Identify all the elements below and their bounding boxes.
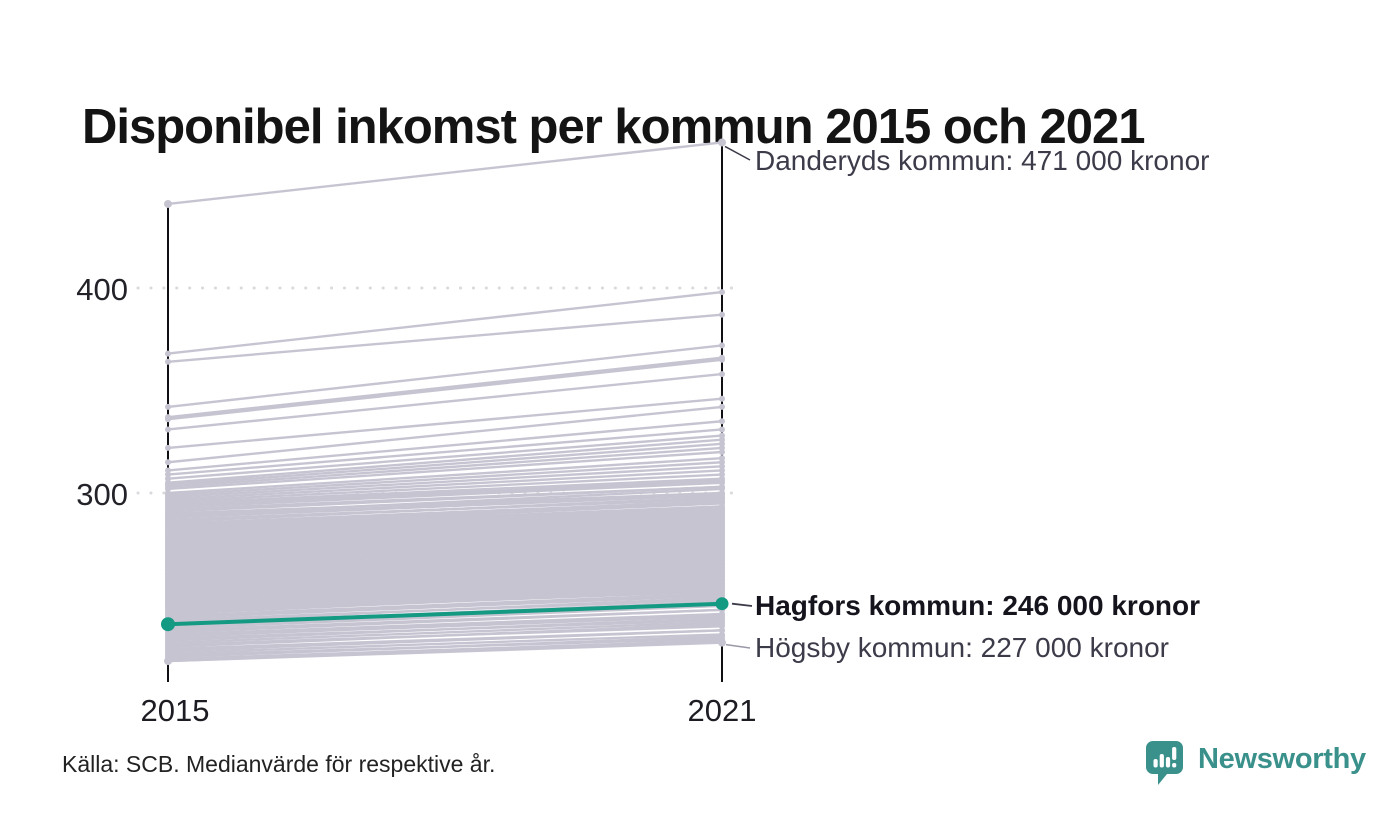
newsworthy-bar-chart-icon (1146, 741, 1183, 785)
page-title: Disponibel inkomst per kommun 2015 och 2… (82, 99, 1146, 154)
y-axis-tick-400: 400 (76, 272, 128, 307)
x-axis-label-2021: 2021 (687, 693, 757, 728)
newsworthy-logo[interactable]: Newsworthy (1146, 741, 1366, 786)
newsworthy-wordmark: Newsworthy (1198, 743, 1366, 775)
x-axis-label-2015: 2015 (140, 693, 210, 728)
annotation-danderyd: Danderyds kommun: 471 000 kronor (755, 145, 1210, 176)
annotation-hagfors: Hagfors kommun: 246 000 kronor (755, 590, 1201, 621)
source-note: Källa: SCB. Medianvärde för respektive å… (62, 751, 496, 777)
annotation-hogsby: Högsby kommun: 227 000 kronor (755, 632, 1169, 663)
y-axis-tick-300: 300 (76, 477, 128, 512)
